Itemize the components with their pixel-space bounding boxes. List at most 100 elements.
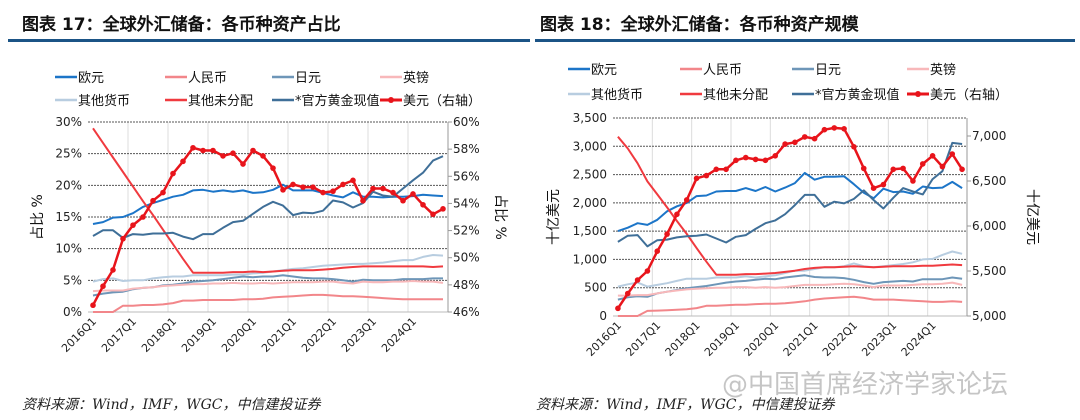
data-point-usd bbox=[150, 197, 156, 204]
legend-marker-usd bbox=[915, 91, 921, 97]
y-tick-label: 1,500 bbox=[573, 224, 607, 238]
series-line-other bbox=[92, 254, 444, 283]
x-tick-label: 2019Q1 bbox=[702, 319, 742, 359]
legend-label-gbp: 英镑 bbox=[403, 70, 429, 86]
data-point-usd bbox=[801, 134, 808, 140]
legend-marker-usd bbox=[388, 97, 394, 103]
y2-tick-label: 46% bbox=[453, 305, 480, 319]
data-point-usd bbox=[723, 166, 729, 173]
x-tick-label: 2021Q1 bbox=[781, 319, 821, 359]
data-point-usd bbox=[90, 302, 96, 309]
series-line-jpy bbox=[92, 274, 443, 297]
y-tick-label: 0 bbox=[599, 309, 607, 323]
y-tick-label: 10% bbox=[55, 242, 82, 256]
data-point-usd bbox=[693, 175, 700, 182]
data-point-usd bbox=[733, 157, 739, 164]
data-point-usd bbox=[949, 151, 956, 157]
series-line-gold bbox=[92, 155, 444, 241]
chart-17: 0% 5% 10% 15% 20% 25% 30% 46% 48% 50% 52% 54% 56% 58%… bbox=[30, 70, 508, 355]
data-point-usd bbox=[634, 277, 641, 283]
data-point-usd bbox=[120, 235, 126, 242]
data-point-usd bbox=[260, 153, 266, 159]
y2-tick-label: 6,000 bbox=[972, 219, 1006, 233]
legend-label-gold: *官方黄金现值 bbox=[295, 93, 380, 109]
y2-tick-label: 48% bbox=[453, 278, 480, 292]
data-point-usd bbox=[890, 166, 897, 173]
chart-18-source: 资料来源：Wind，IMF，WGC，中信建投证券 bbox=[536, 397, 835, 413]
y-tick-label: 25% bbox=[55, 147, 82, 161]
y-tick-label: 3,000 bbox=[573, 139, 607, 153]
data-point-usd bbox=[180, 158, 186, 165]
data-point-usd bbox=[772, 153, 779, 159]
legend-label-usd: 美元（右轴） bbox=[930, 88, 1008, 103]
data-point-usd bbox=[170, 170, 176, 177]
data-point-usd bbox=[762, 157, 769, 164]
data-point-usd bbox=[300, 184, 306, 190]
data-point-usd bbox=[130, 222, 136, 228]
x-tick-label: 2016Q1 bbox=[59, 315, 99, 355]
y-tick-label: 2,000 bbox=[573, 196, 607, 210]
legend-label-jpy: 日元 bbox=[295, 71, 321, 86]
series-line-unalloc bbox=[92, 127, 444, 274]
data-point-usd bbox=[821, 126, 828, 133]
series-line-eur bbox=[617, 171, 963, 233]
data-point-usd bbox=[190, 144, 196, 151]
data-point-usd bbox=[350, 177, 356, 184]
y-tick-label: 0% bbox=[63, 305, 82, 319]
data-point-usd bbox=[270, 165, 276, 171]
y2-tick-label: 6,500 bbox=[972, 174, 1006, 188]
y-tick-label: 1,000 bbox=[573, 252, 607, 266]
data-point-usd bbox=[390, 189, 396, 196]
data-point-usd bbox=[230, 150, 236, 157]
data-point-usd bbox=[200, 147, 206, 154]
data-point-usd bbox=[360, 197, 366, 204]
data-point-usd bbox=[900, 165, 906, 172]
data-point-usd bbox=[880, 181, 887, 188]
data-point-usd bbox=[831, 125, 838, 131]
y2-tick-label: 60% bbox=[453, 115, 480, 129]
y2-tick-label: 52% bbox=[453, 224, 480, 238]
y2-axis-title: 十亿美元 bbox=[1024, 189, 1040, 245]
data-point-usd bbox=[624, 290, 631, 297]
data-point-usd bbox=[210, 147, 216, 154]
y-tick-label: 30% bbox=[55, 115, 82, 129]
data-point-usd bbox=[782, 141, 788, 147]
data-point-usd bbox=[430, 211, 436, 218]
series-line-gbp bbox=[92, 280, 444, 293]
series-line-unalloc bbox=[617, 136, 963, 276]
legend-label-jpy: 日元 bbox=[815, 63, 841, 78]
legend-label-eur: 欧元 bbox=[78, 71, 104, 86]
y-tick-label: 20% bbox=[55, 178, 82, 192]
chart-17-title-rule bbox=[8, 39, 530, 42]
legend-label-unalloc: 其他未分配 bbox=[703, 88, 768, 103]
y-tick-label: 2,500 bbox=[573, 168, 607, 182]
data-point-usd bbox=[110, 267, 116, 273]
x-tick-label: 2023Q1 bbox=[339, 315, 379, 355]
chart-18: 0 500 1,000 1,500 2,000 2,500 3,000 3,500 5,000 5… bbox=[546, 62, 1040, 359]
y2-tick-label: 54% bbox=[453, 196, 480, 210]
data-point-usd bbox=[240, 161, 246, 167]
data-point-usd bbox=[664, 231, 670, 237]
data-point-usd bbox=[140, 214, 146, 220]
series-line-gold bbox=[617, 141, 963, 248]
x-tick-label: 2024Q1 bbox=[899, 319, 939, 359]
data-point-usd bbox=[380, 185, 386, 192]
data-point-usd bbox=[370, 185, 376, 192]
x-tick-label: 2024Q1 bbox=[379, 315, 419, 355]
data-point-usd bbox=[939, 163, 946, 170]
y-tick-label: 3,500 bbox=[573, 111, 607, 125]
data-point-usd bbox=[703, 172, 710, 179]
data-point-usd bbox=[290, 181, 296, 188]
y2-tick-label: 56% bbox=[453, 169, 480, 183]
chart-18-title-rule bbox=[535, 39, 1075, 42]
legend-label-usd: 美元（右轴） bbox=[403, 94, 481, 109]
legend-label-other: 其他货币 bbox=[591, 87, 643, 103]
data-point-usd bbox=[320, 189, 326, 196]
y2-axis-title: 占比 % bbox=[492, 194, 508, 240]
legend-label-other: 其他货币 bbox=[78, 93, 130, 109]
y-axis-title: 十亿美元 bbox=[546, 189, 562, 245]
data-point-usd bbox=[400, 197, 406, 204]
y2-tick-label: 50% bbox=[453, 251, 480, 265]
y2-tick-label: 5,000 bbox=[972, 309, 1006, 323]
